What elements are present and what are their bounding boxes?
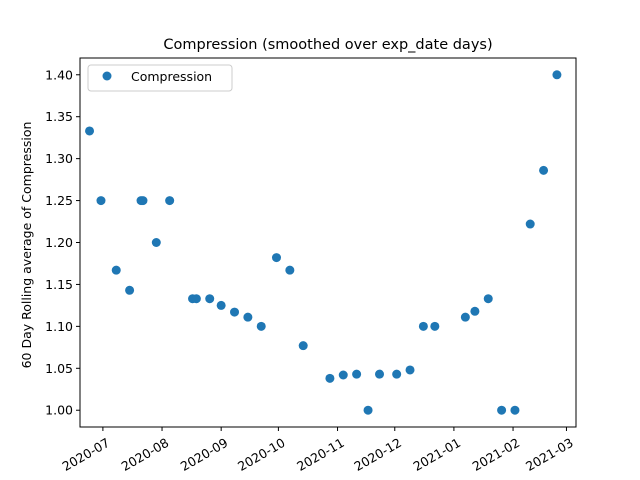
y-tick-label: 1.00 [45, 403, 73, 418]
data-point [230, 307, 240, 317]
plot-area-frame [79, 57, 577, 428]
x-tick-label: 2020-10 [235, 435, 288, 474]
data-point [430, 321, 440, 331]
x-axis-ticks: 2020-07 2020-08 2020-09 2020-10 2020-11 2020-… [59, 427, 576, 474]
data-point [85, 126, 95, 136]
data-point [375, 369, 385, 379]
data-point [510, 405, 520, 415]
data-point [483, 294, 493, 304]
data-point [392, 369, 402, 379]
data-point [191, 294, 201, 304]
legend-box [87, 64, 233, 92]
data-point [460, 312, 470, 322]
data-point [363, 405, 373, 415]
chart-title: Compression (smoothed over exp_date days… [163, 37, 492, 53]
y-tick-label: 1.35 [45, 109, 73, 124]
data-point [325, 373, 335, 383]
data-point [96, 196, 106, 206]
data-point [216, 300, 226, 310]
data-point [256, 321, 266, 331]
data-point [205, 294, 215, 304]
y-axis-label: 60 Day Rolling average of Compression [19, 122, 34, 369]
y-tick-label: 1.40 [45, 67, 73, 82]
data-point [111, 265, 121, 275]
y-axis-ticks: 1.00 1.05 1.10 1.15 1.20 1.25 1.30 1.35 1.40 [45, 67, 80, 418]
legend: Compression [87, 64, 233, 92]
data-point [405, 365, 415, 375]
x-tick-label: 2020-07 [59, 435, 112, 474]
x-tick-label: 2021-02 [470, 435, 523, 474]
x-tick-label: 2020-08 [119, 435, 172, 474]
data-point [552, 70, 562, 80]
data-point [151, 238, 161, 247]
y-tick-label: 1.15 [45, 277, 73, 292]
x-tick-label: 2021-01 [410, 435, 463, 474]
x-tick-label: 2020-11 [294, 435, 347, 474]
data-points [85, 70, 562, 415]
data-point [165, 196, 175, 206]
x-tick-label: 2020-12 [351, 435, 404, 474]
data-point [271, 253, 281, 263]
data-point [285, 265, 295, 275]
data-point [243, 312, 253, 322]
data-point [298, 341, 308, 351]
y-tick-label: 1.05 [45, 361, 73, 376]
x-tick-label: 2021-03 [523, 435, 576, 474]
data-point [418, 321, 428, 331]
data-point [539, 165, 549, 175]
y-tick-label: 1.20 [45, 235, 73, 250]
data-point [125, 285, 135, 295]
data-point [497, 405, 507, 415]
legend-marker [102, 71, 112, 81]
data-point [138, 196, 148, 206]
data-point [352, 369, 362, 379]
data-point [338, 370, 348, 380]
y-tick-label: 1.10 [45, 319, 73, 334]
legend-label: Compression [131, 69, 212, 84]
data-point [525, 219, 535, 229]
x-tick-label: 2020-09 [178, 435, 231, 474]
data-point [470, 306, 480, 316]
y-tick-label: 1.25 [45, 193, 73, 208]
y-tick-label: 1.30 [45, 151, 73, 166]
